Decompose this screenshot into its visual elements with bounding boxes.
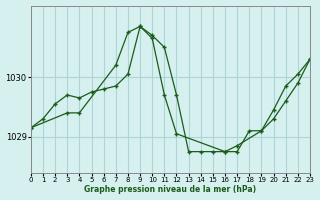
X-axis label: Graphe pression niveau de la mer (hPa): Graphe pression niveau de la mer (hPa) <box>84 185 257 194</box>
